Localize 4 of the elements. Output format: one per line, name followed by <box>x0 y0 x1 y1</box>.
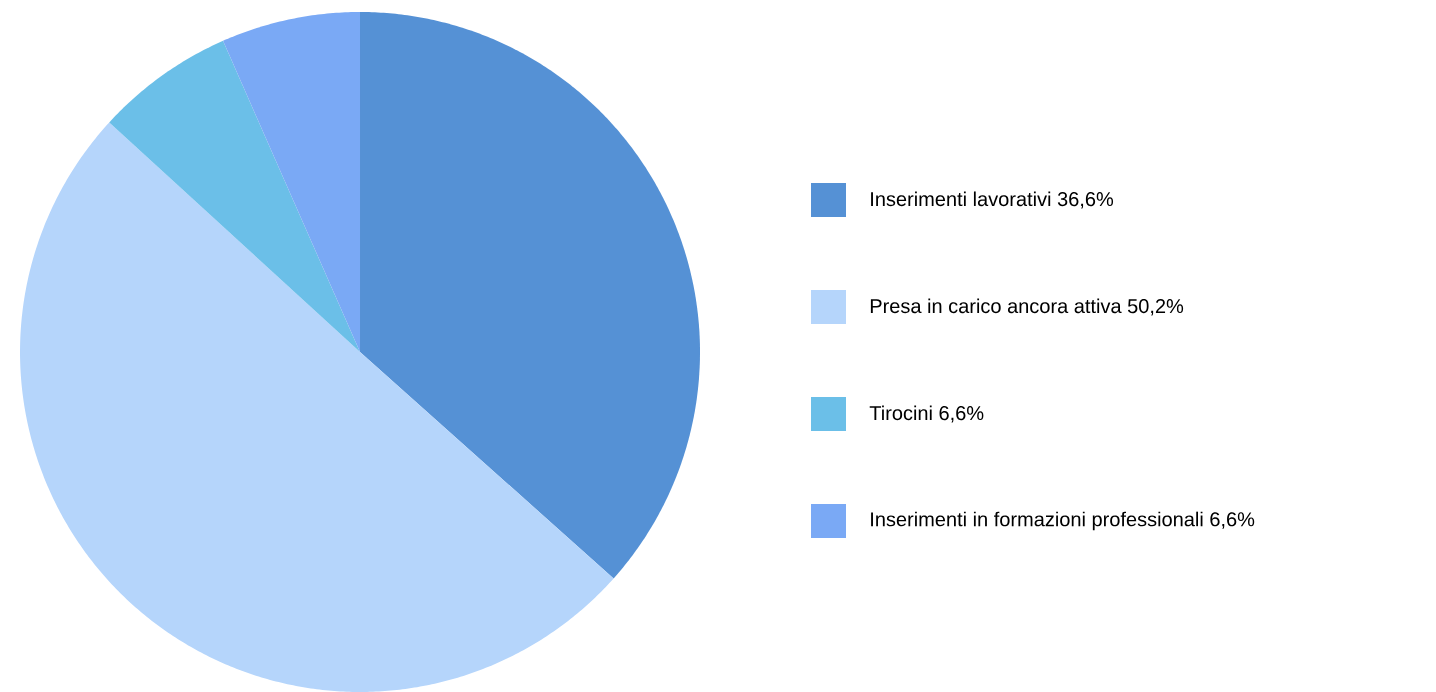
legend-label: Presa in carico ancora attiva 50,2% <box>870 298 1184 316</box>
legend-label: Inserimenti lavorativi 36,6% <box>871 191 1114 209</box>
legend-label: Tirocini 6,6% <box>869 405 984 423</box>
legend-label: Inserimenti in formazioni professionali 6,6% <box>871 511 1255 531</box>
